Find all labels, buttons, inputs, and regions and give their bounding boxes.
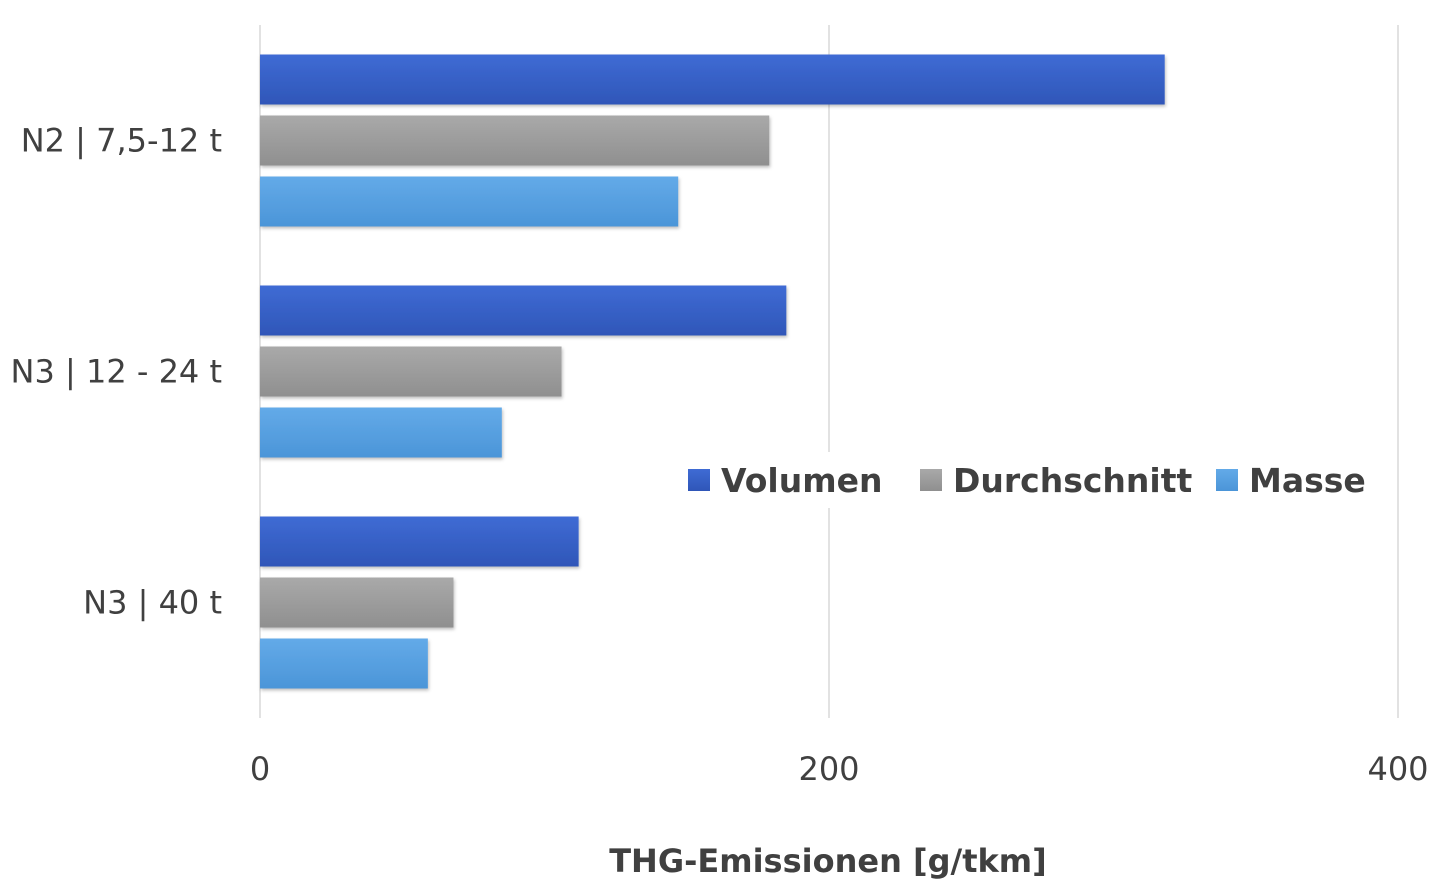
bar-durchschnitt-0 [260,115,770,166]
x-axis-title: THG-Emissionen [g/tkm] [609,842,1047,880]
bar-volumen-0 [260,54,1165,105]
legend-swatch-masse [1216,469,1238,491]
legend-label-durchschnitt: Durchschnitt [953,461,1192,500]
bars [260,54,1165,689]
x-tick-label: 0 [250,750,270,788]
legend: Volumen Durchschnitt Masse [672,452,1372,508]
x-tick-labels: 0 200 400 [250,750,1429,788]
legend-background [672,452,1372,508]
x-tick-label: 400 [1367,750,1428,788]
x-tick-label: 200 [798,750,859,788]
bar-masse-1 [260,407,502,458]
bar-durchschnitt-1 [260,346,562,397]
category-label: N3 | 12 - 24 t [11,353,222,391]
category-label: N3 | 40 t [83,584,222,622]
bar-durchschnitt-2 [260,577,454,628]
category-labels: N2 | 7,5-12 t N3 | 12 - 24 t N3 | 40 t [11,122,222,622]
bar-volumen-2 [260,516,579,567]
legend-label-masse: Masse [1249,461,1366,500]
category-label: N2 | 7,5-12 t [21,122,222,160]
legend-label-volumen: Volumen [721,461,882,500]
bar-masse-2 [260,638,428,689]
legend-swatch-volumen [688,469,710,491]
bar-volumen-1 [260,285,787,336]
bar-masse-0 [260,176,679,227]
legend-swatch-durchschnitt [920,469,942,491]
